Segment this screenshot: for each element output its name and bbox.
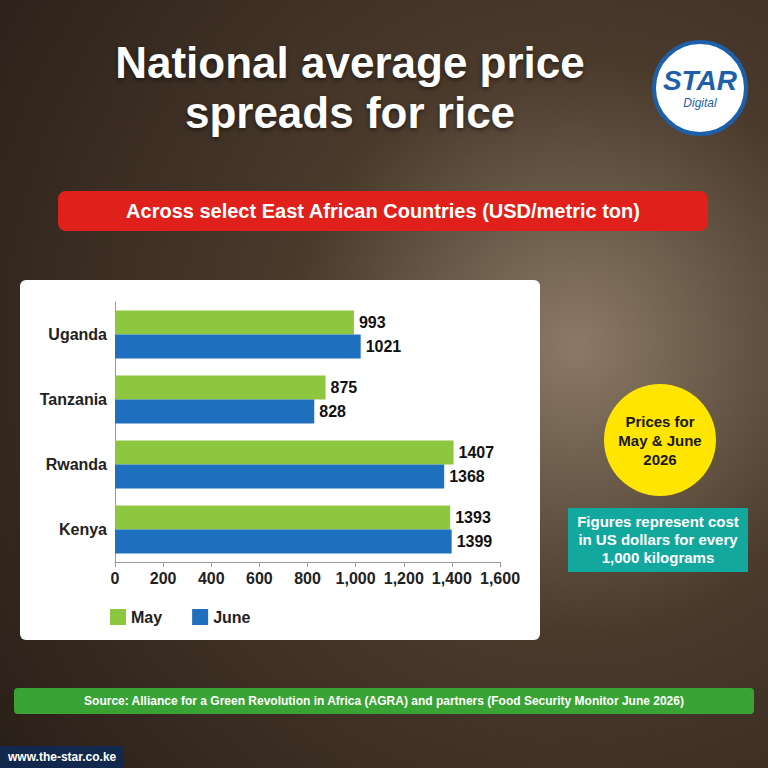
svg-text:200: 200 xyxy=(150,570,177,587)
svg-text:993: 993 xyxy=(359,314,386,331)
html-text:www.the-star.co.ke: www.the-star.co.ke xyxy=(8,750,117,764)
svg-text:1,600: 1,600 xyxy=(480,570,520,587)
html-text:Prices for May & June 2026: Prices for May & June 2026 xyxy=(618,412,702,468)
svg-text:Uganda: Uganda xyxy=(48,326,107,343)
svg-text:1393: 1393 xyxy=(455,509,491,526)
svg-text:1368: 1368 xyxy=(449,468,485,485)
svg-text:1399: 1399 xyxy=(457,533,493,550)
html-text:Figures represent cost in US d: Figures represent cost in US dollars for… xyxy=(577,513,739,566)
svg-text:828: 828 xyxy=(319,403,346,420)
svg-text:1021: 1021 xyxy=(366,338,402,355)
svg-text:1407: 1407 xyxy=(459,444,495,461)
svg-text:600: 600 xyxy=(246,570,273,587)
svg-text:1,400: 1,400 xyxy=(432,570,472,587)
html-text:Source: Alliance for a Green R: Source: Alliance for a Green Revolution … xyxy=(84,694,684,708)
svg-text:875: 875 xyxy=(331,379,358,396)
svg-text:Tanzania: Tanzania xyxy=(40,391,107,408)
svg-text:Kenya: Kenya xyxy=(59,521,107,538)
html-text:Digital: Digital xyxy=(683,96,717,110)
html-text:Across select East African Cou: Across select East African Countries (US… xyxy=(126,200,640,222)
svg-text:May: May xyxy=(131,609,162,626)
svg-text:Rwanda: Rwanda xyxy=(46,456,107,473)
svg-text:400: 400 xyxy=(198,570,225,587)
svg-text:1,000: 1,000 xyxy=(336,570,376,587)
svg-text:0: 0 xyxy=(111,570,120,587)
svg-text:800: 800 xyxy=(294,570,321,587)
svg-text:1,200: 1,200 xyxy=(384,570,424,587)
html-text:STAR: STAR xyxy=(662,65,738,96)
svg-text:June: June xyxy=(213,609,250,626)
html-text:National average price spreads: National average price spreads for rice xyxy=(115,38,585,137)
